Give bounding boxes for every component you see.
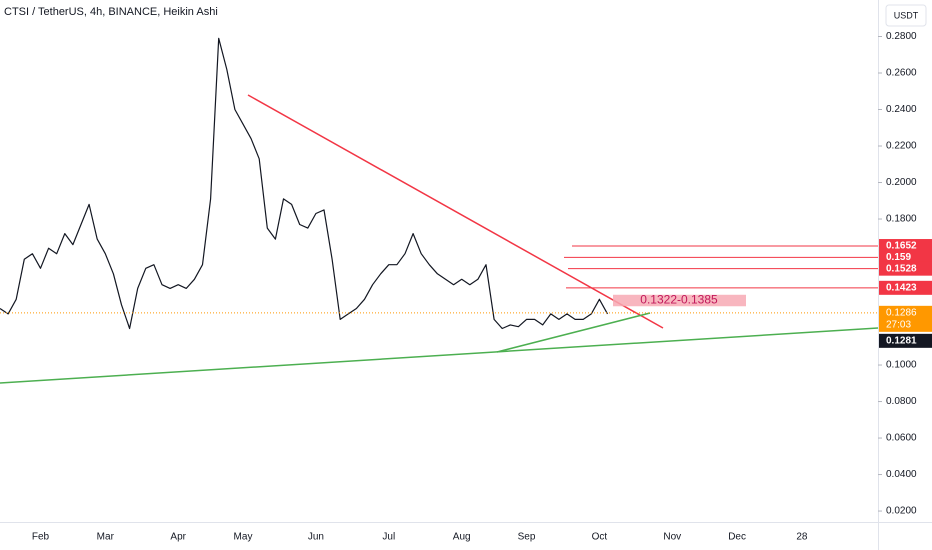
y-tick-label: 0.2600 — [886, 68, 917, 79]
x-tick-label: Jun — [308, 532, 324, 543]
level-tag-label: 0.1652 — [886, 241, 917, 252]
x-tick-label: Jul — [382, 532, 395, 543]
level-tag — [879, 239, 932, 254]
prev-price-tag — [879, 333, 932, 348]
y-tick-label: 0.2200 — [886, 141, 917, 152]
target-zone-label: 0.1322-0.1385 — [640, 293, 718, 307]
level-tag — [879, 250, 932, 265]
x-tick-label: Nov — [663, 532, 681, 543]
y-tick-label: 0.2000 — [886, 177, 917, 188]
currency: USDT — [894, 10, 919, 20]
y-tick-label: 0.0600 — [886, 433, 917, 444]
level-tag-label: 0.159 — [886, 252, 911, 263]
target-zone — [613, 294, 746, 307]
x-tick-label: 28 — [796, 532, 808, 543]
resistance-trendline — [247, 94, 664, 329]
x-tick-label: Dec — [728, 532, 746, 543]
y-tick-label: 0.2800 — [886, 31, 917, 42]
level-tag-label: 0.1423 — [886, 282, 917, 293]
x-tick-label: Sep — [518, 532, 536, 543]
x-tick-label: Oct — [592, 532, 608, 543]
y-tick-label: 0.0200 — [886, 506, 917, 517]
countdown-label: 27:03 — [886, 319, 911, 330]
y-tick-label: 0.0400 — [886, 469, 917, 480]
level-tag — [879, 280, 932, 295]
last-price-label: 0.1286 — [886, 307, 917, 318]
last-price-tag — [879, 305, 932, 332]
currency-box[interactable] — [885, 4, 927, 27]
x-tick-label: Aug — [453, 532, 471, 543]
y-tick-label: 0.1000 — [886, 360, 917, 371]
x-tick-label: Mar — [97, 532, 115, 543]
short-support-trendline — [496, 312, 651, 353]
level-tag-label: 0.1528 — [886, 263, 917, 274]
x-tick-label: Feb — [32, 532, 50, 543]
x-tick-label: Apr — [170, 532, 186, 543]
price-line — [0, 37, 609, 330]
y-tick-label: 0.1800 — [886, 214, 917, 225]
chart-title: CTSI / TetherUS, 4h, BINANCE, Heikin Ash… — [4, 6, 218, 18]
support-trendline — [0, 327, 879, 384]
level-tag — [879, 261, 932, 276]
y-tick-label: 0.2400 — [886, 104, 917, 115]
prev-price-label: 0.1281 — [886, 335, 917, 346]
x-tick-label: May — [234, 532, 253, 543]
y-tick-label: 0.0800 — [886, 396, 917, 407]
